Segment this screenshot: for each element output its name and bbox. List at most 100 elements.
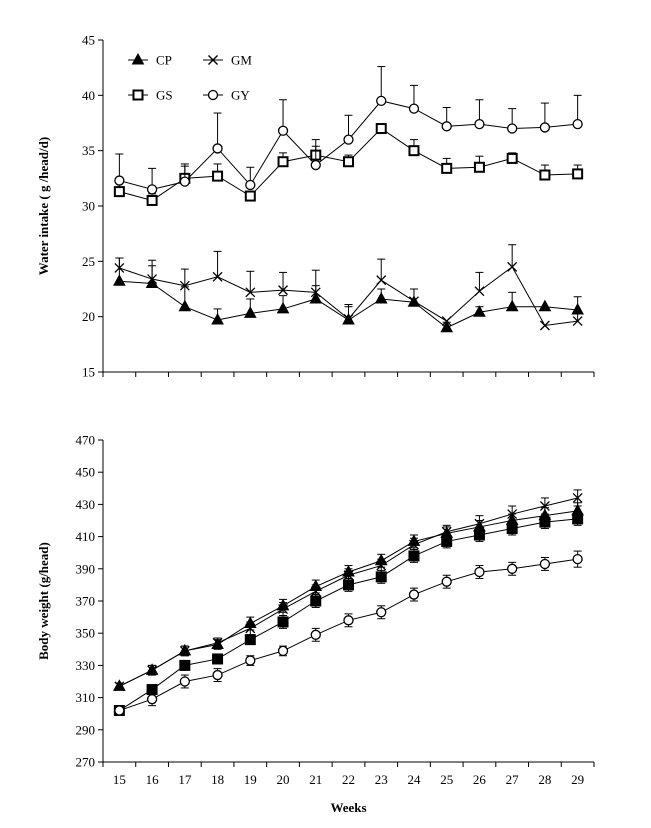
data-point: [245, 623, 256, 634]
data-point: [114, 705, 125, 716]
data-point: [310, 595, 322, 607]
data-point: [441, 576, 452, 587]
data-point: [212, 271, 223, 282]
data-point-stroke-b: [474, 518, 485, 529]
data-point: [114, 175, 125, 186]
x-tick-label: 16: [146, 772, 160, 787]
data-point-stroke-b: [147, 274, 158, 284]
data-point-stroke-b: [212, 271, 223, 282]
data-point: [146, 184, 158, 195]
data-point: [474, 286, 485, 297]
y-tick-label: 20: [82, 309, 95, 324]
data-point: [441, 535, 453, 547]
x-tick-label: 27: [506, 772, 520, 787]
data-point-stroke-b: [539, 501, 550, 511]
data-point: [113, 186, 125, 198]
data-point-stroke-b: [507, 261, 518, 272]
data-point: [474, 566, 485, 578]
data-point: [211, 312, 224, 325]
legend-item-gm: GM: [203, 53, 252, 68]
data-point: [277, 616, 289, 628]
data-point: [114, 681, 125, 692]
data-point: [539, 558, 551, 570]
y-tick-label: 270: [76, 755, 96, 770]
data-point: [408, 145, 420, 157]
data-point-stroke-b: [245, 623, 256, 634]
x-tick-label: 21: [309, 772, 322, 787]
data-point-stroke-b: [310, 287, 321, 298]
data-point: [146, 194, 158, 206]
data-point: [212, 653, 224, 665]
x-tick-label: 18: [211, 772, 224, 787]
legend-marker: [207, 89, 219, 101]
data-point: [343, 615, 354, 626]
data-point: [539, 501, 550, 511]
data-point: [343, 313, 354, 324]
data-point: [506, 523, 518, 535]
data-point-stroke-b: [114, 681, 125, 692]
data-point: [408, 103, 420, 114]
data-point: [539, 122, 551, 133]
data-point: [409, 296, 419, 307]
data-point: [375, 571, 387, 583]
y-tick-label: 40: [82, 88, 95, 103]
data-point: [507, 261, 518, 272]
data-point: [244, 190, 256, 202]
y-tick-label: 390: [76, 561, 96, 576]
data-point-stroke-b: [572, 316, 583, 327]
legend-label: GY: [231, 88, 250, 103]
data-point: [572, 118, 583, 130]
y-tick-label: 25: [82, 254, 95, 269]
data-point: [212, 170, 224, 182]
data-point: [278, 285, 288, 296]
data-point: [278, 604, 288, 615]
data-point: [146, 694, 158, 705]
series-gy: [114, 66, 583, 195]
data-point-stroke-b: [245, 287, 256, 298]
x-axis-title: Weeks: [330, 800, 366, 815]
data-point: [539, 516, 551, 528]
data-point: [243, 306, 257, 318]
data-point: [310, 159, 321, 171]
x-tick-label: 17: [178, 772, 192, 787]
data-point: [441, 162, 453, 174]
data-point: [343, 579, 354, 591]
data-point-stroke-b: [572, 493, 583, 503]
y-axis-title: Water intake ( g /head/d): [36, 137, 51, 275]
data-point: [376, 560, 387, 571]
data-point: [310, 287, 321, 298]
y-tick-label: 470: [76, 433, 96, 448]
data-point: [474, 518, 485, 529]
legend-label: GM: [231, 53, 252, 68]
data-point: [245, 287, 256, 298]
series-gy: [114, 550, 583, 716]
y-tick-label: 310: [76, 690, 96, 705]
x-tick-label: 23: [375, 772, 388, 787]
y-tick-label: 15: [82, 365, 95, 380]
data-point-stroke-b: [409, 296, 419, 307]
series-gm: [114, 244, 583, 331]
data-point: [440, 320, 454, 333]
data-point: [277, 156, 289, 168]
data-point: [179, 676, 190, 687]
x-tick-label: 15: [113, 772, 126, 787]
series-gs: [113, 511, 584, 716]
x-tick-label: 22: [342, 772, 355, 787]
data-point-stroke-b: [376, 560, 387, 571]
data-point: [212, 669, 223, 681]
data-point: [473, 161, 485, 173]
data-point: [277, 645, 289, 657]
data-point: [309, 291, 323, 304]
data-point: [572, 168, 584, 180]
y-tick-label: 370: [76, 594, 96, 609]
data-point-stroke-b: [376, 275, 387, 286]
data-point-stroke-b: [114, 263, 125, 273]
data-point-stroke-b: [212, 637, 223, 648]
data-point: [571, 302, 584, 315]
x-tick-label: 25: [440, 772, 453, 787]
data-point: [506, 152, 518, 164]
y-tick-label: 410: [76, 529, 96, 544]
legend-marker: [131, 52, 145, 65]
data-point-stroke-b: [441, 316, 452, 327]
